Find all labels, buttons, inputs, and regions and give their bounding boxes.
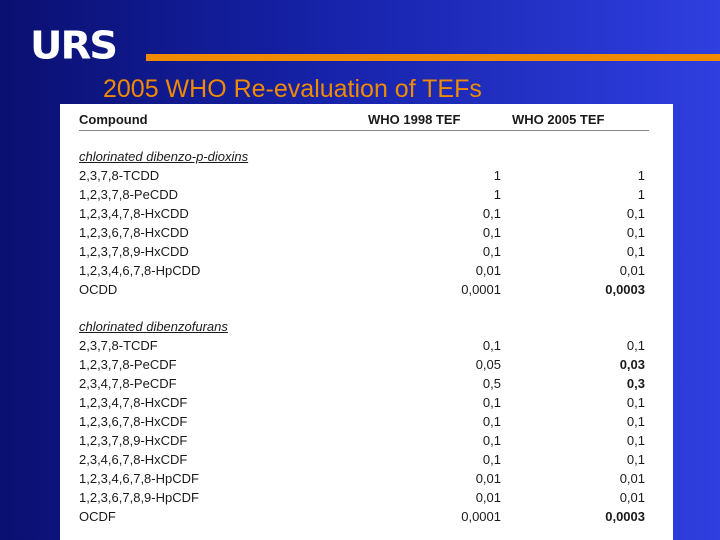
- tef-1998-cell: 0,1: [482, 414, 501, 429]
- tef-table: Compound WHO 1998 TEF WHO 2005 TEF chlor…: [60, 104, 673, 540]
- table-row: OCDD 0,0001 0,0003: [60, 280, 673, 299]
- tef-2005-cell: 0,1: [626, 244, 645, 259]
- tef-1998-cell: 0,1: [482, 206, 501, 221]
- table-row: 1,2,3,6,7,8,9-HpCDF 0,01 0,01: [60, 488, 673, 507]
- section-label-text: chlorinated dibenzo-p-dioxins: [79, 149, 249, 164]
- tef-1998-cell: 1: [493, 168, 501, 183]
- compound-cell: 1,2,3,4,6,7,8-HpCDD: [79, 263, 201, 278]
- header-tef-1998: WHO 1998 TEF: [368, 112, 461, 127]
- table-row: 1,2,3,6,7,8-HxCDF 0,1 0,1: [60, 412, 673, 431]
- table-row: 1,2,3,4,6,7,8-HpCDF 0,01 0,01: [60, 469, 673, 488]
- table-row: OCDF 0,0001 0,0003: [60, 507, 673, 526]
- tef-2005-cell: 0,01: [619, 490, 645, 505]
- tef-1998-cell: 0,5: [482, 376, 501, 391]
- urs-logo: URS: [30, 24, 118, 68]
- table-row: 1,2,3,4,7,8-HxCDF 0,1 0,1: [60, 393, 673, 412]
- table-row: 2,3,4,6,7,8-HxCDF 0,1 0,1: [60, 450, 673, 469]
- tef-2005-cell: 0,1: [626, 225, 645, 240]
- tef-2005-cell: 1: [637, 168, 645, 183]
- compound-cell: 2,3,4,7,8-PeCDF: [79, 376, 177, 391]
- tef-1998-cell: 0,0001: [461, 509, 501, 524]
- tef-2005-cell: 0,1: [626, 452, 645, 467]
- header-compound: Compound: [79, 112, 148, 127]
- tef-1998-cell: 0,1: [482, 452, 501, 467]
- table-row: 1,2,3,4,7,8-HxCDD 0,1 0,1: [60, 204, 673, 223]
- tef-2005-cell: 0,1: [626, 206, 645, 221]
- tef-1998-cell: 0,1: [482, 395, 501, 410]
- tef-2005-cell: 0,03: [619, 357, 645, 372]
- tef-1998-cell: 0,01: [475, 263, 501, 278]
- tef-1998-cell: 0,01: [475, 471, 501, 486]
- tef-1998-cell: 0,1: [482, 225, 501, 240]
- compound-cell: 1,2,3,6,7,8,9-HpCDF: [79, 490, 199, 505]
- table-row: 1,2,3,7,8,9-HxCDF 0,1 0,1: [60, 431, 673, 450]
- header-divider: [79, 130, 649, 131]
- table-row: 1,2,3,4,6,7,8-HpCDD 0,01 0,01: [60, 261, 673, 280]
- tef-1998-cell: 0,1: [482, 338, 501, 353]
- section-label: chlorinated dibenzo-p-dioxins: [60, 147, 673, 166]
- tef-2005-cell: 0,0003: [605, 282, 645, 297]
- tef-2005-cell: 0,1: [626, 414, 645, 429]
- table-row: 2,3,4,7,8-PeCDF 0,5 0,3: [60, 374, 673, 393]
- tef-2005-cell: 0,1: [626, 338, 645, 353]
- tef-2005-cell: 0,1: [626, 433, 645, 448]
- table-row: 1,2,3,7,8,9-HxCDD 0,1 0,1: [60, 242, 673, 261]
- compound-cell: 2,3,4,6,7,8-HxCDF: [79, 452, 188, 467]
- compound-cell: 1,2,3,4,7,8-HxCDF: [79, 395, 188, 410]
- section-label-text: chlorinated dibenzofurans: [79, 319, 228, 334]
- compound-cell: 1,2,3,4,7,8-HxCDD: [79, 206, 189, 221]
- table-row: 1,2,3,7,8-PeCDF 0,05 0,03: [60, 355, 673, 374]
- section-label: chlorinated dibenzofurans: [60, 317, 673, 336]
- tef-1998-cell: 0,1: [482, 433, 501, 448]
- tef-2005-cell: 0,0003: [605, 509, 645, 524]
- table-header: Compound WHO 1998 TEF WHO 2005 TEF: [60, 110, 673, 129]
- compound-cell: 1,2,3,4,6,7,8-HpCDF: [79, 471, 199, 486]
- table-row: 1,2,3,7,8-PeCDD 1 1: [60, 185, 673, 204]
- compound-cell: 2,3,7,8-TCDF: [79, 338, 158, 353]
- tef-2005-cell: 0,01: [619, 263, 645, 278]
- compound-cell: 1,2,3,7,8-PeCDD: [79, 187, 178, 202]
- table-row: 1,2,3,6,7,8-HxCDD 0,1 0,1: [60, 223, 673, 242]
- compound-cell: 1,2,3,7,8,9-HxCDF: [79, 433, 188, 448]
- tef-1998-cell: 0,01: [475, 490, 501, 505]
- tef-2005-cell: 0,1: [626, 395, 645, 410]
- table-row: 2,3,7,8-TCDF 0,1 0,1: [60, 336, 673, 355]
- compound-cell: OCDD: [79, 282, 118, 297]
- tef-1998-cell: 0,1: [482, 244, 501, 259]
- compound-cell: 1,2,3,7,8,9-HxCDD: [79, 244, 189, 259]
- tef-2005-cell: 0,01: [619, 471, 645, 486]
- table-row: 2,3,7,8-TCDD 1 1: [60, 166, 673, 185]
- compound-cell: 1,2,3,6,7,8-HxCDF: [79, 414, 188, 429]
- compound-cell: 1,2,3,7,8-PeCDF: [79, 357, 177, 372]
- compound-cell: 1,2,3,6,7,8-HxCDD: [79, 225, 189, 240]
- tef-2005-cell: 1: [637, 187, 645, 202]
- slide-title: 2005 WHO Re-evaluation of TEFs: [103, 75, 482, 103]
- tef-2005-cell: 0,3: [626, 376, 645, 391]
- tef-1998-cell: 0,05: [475, 357, 501, 372]
- compound-cell: OCDF: [79, 509, 116, 524]
- header-tef-2005: WHO 2005 TEF: [512, 112, 605, 127]
- compound-cell: 2,3,7,8-TCDD: [79, 168, 160, 183]
- title-rule: [146, 54, 720, 61]
- tef-1998-cell: 1: [493, 187, 501, 202]
- tef-1998-cell: 0,0001: [461, 282, 501, 297]
